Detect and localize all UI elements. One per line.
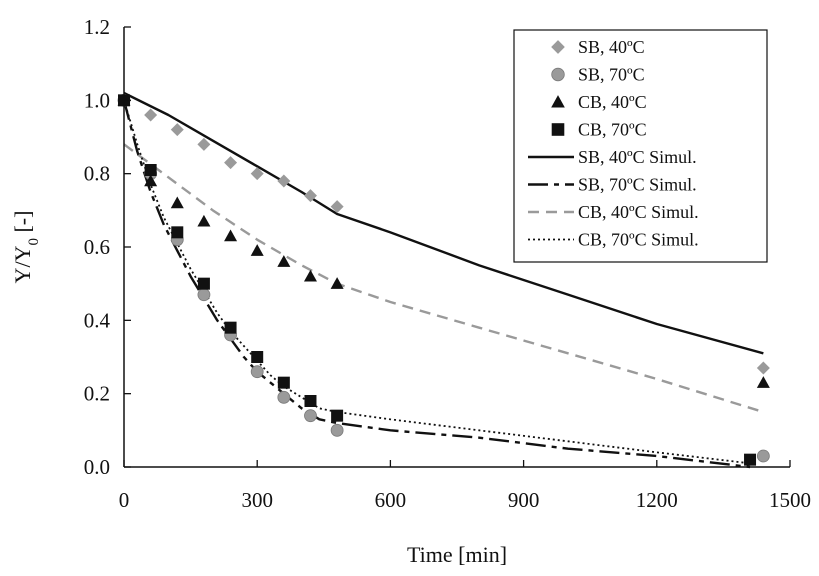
legend-label: CB, 40ºC Simul. xyxy=(578,202,699,222)
data-point-sb-40c xyxy=(250,167,264,181)
y-tick-label: 0.0 xyxy=(84,455,110,479)
data-point-sb-40c xyxy=(330,200,344,214)
data-point-cb-40c xyxy=(330,277,344,289)
data-point-sb-70c xyxy=(250,365,264,379)
legend-label: CB, 70ºC Simul. xyxy=(578,230,699,250)
plot-layer xyxy=(117,91,770,469)
legend-item-cb-40c: CB, 40ºC xyxy=(551,92,647,112)
data-point-sb-40c xyxy=(170,123,184,137)
data-point-cb-70c xyxy=(277,376,290,389)
data-point-sb-40c xyxy=(197,137,211,151)
axes-layer: 0.0 0.2 0.4 0.6 0.8 1.0 1.2 0 300 600 900 1200 1500 xyxy=(84,15,811,512)
data-point-sb-40c xyxy=(756,361,770,375)
x-tick-label: 600 xyxy=(375,488,407,512)
legend-label: SB, 40ºC Simul. xyxy=(578,147,697,167)
legend-label: CB, 40ºC xyxy=(578,92,647,112)
legend-marker xyxy=(551,95,565,108)
y-axis-title-subscript: 0 xyxy=(26,238,42,246)
legend-item-cb-40c-simul: CB, 40ºC Simul. xyxy=(528,202,699,222)
data-point-sb-70c xyxy=(277,390,291,404)
legend-label: CB, 70ºC xyxy=(578,120,647,140)
x-tick-label: 0 xyxy=(119,488,130,512)
legend-item-sb-70c: SB, 70ºC xyxy=(551,65,645,85)
data-point-cb-70c xyxy=(744,453,757,466)
legend-label: SB, 70ºC xyxy=(578,65,645,85)
data-point-cb-70c xyxy=(224,321,237,334)
data-point-sb-70c xyxy=(197,288,211,302)
data-point-cb-70c xyxy=(304,395,317,407)
legend-item-sb-40c: SB, 40ºC xyxy=(551,37,645,57)
data-point-cb-40c xyxy=(303,269,317,282)
data-point-sb-70c xyxy=(756,449,770,463)
legend-label: SB, 70ºC Simul. xyxy=(578,175,697,195)
legend-marker xyxy=(551,40,565,54)
legend-item-sb-70c-simul: SB, 70ºC Simul. xyxy=(528,175,697,195)
data-point-cb-40c xyxy=(756,376,770,388)
data-point-cb-40c xyxy=(197,214,211,227)
data-point-sb-40c xyxy=(144,108,158,122)
legend-item-cb-70c: CB, 70ºC xyxy=(551,120,647,140)
y-tick-label: 0.6 xyxy=(84,235,110,259)
data-point-cb-70c xyxy=(197,277,210,290)
y-axis-title: Y/Y0 [-] xyxy=(10,211,42,284)
x-tick-label: 1500 xyxy=(769,488,811,512)
y-tick-label: 0.2 xyxy=(84,382,110,406)
data-point-cb-40c xyxy=(224,229,238,242)
legend-marker xyxy=(551,67,565,82)
data-point-cb-40c xyxy=(277,255,291,267)
x-tick-label: 1200 xyxy=(636,488,678,512)
y-tick-label: 0.8 xyxy=(84,162,110,186)
data-point-sb-70c xyxy=(330,423,344,437)
data-point-sb-40c xyxy=(224,156,238,170)
data-point-sb-70c xyxy=(304,409,317,423)
legend-item-sb-40c-simul: SB, 40ºC Simul. xyxy=(528,147,697,167)
data-point-sb-40c xyxy=(303,189,317,203)
data-point-sb-40c xyxy=(277,174,291,188)
data-point-cb-40c xyxy=(250,244,264,256)
data-point-cb-70c xyxy=(331,409,344,422)
x-axis-title: Time [min] xyxy=(407,542,507,567)
y-tick-label: 0.4 xyxy=(84,308,111,332)
legend-item-cb-70c-simul: CB, 70ºC Simul. xyxy=(528,230,699,250)
data-point-cb-70c xyxy=(171,226,184,239)
data-point-cb-40c xyxy=(170,196,184,209)
series-line-sb-40c-simul xyxy=(123,91,764,355)
x-tick-label: 300 xyxy=(241,488,273,512)
legend: SB, 40ºC SB, 70ºC CB, 40ºC CB, 70ºC SB, 40ºC… xyxy=(513,29,768,263)
data-point-cb-40c xyxy=(144,174,158,187)
legend-marker xyxy=(551,123,565,136)
data-point-cb-70c xyxy=(144,164,157,176)
y-tick-label: 1.0 xyxy=(84,88,110,112)
y-axis-title-main: Y/Y xyxy=(10,245,35,283)
legend-label: SB, 40ºC xyxy=(578,37,645,57)
data-point-cb-70c xyxy=(251,351,264,363)
y-tick-label: 1.2 xyxy=(84,15,110,39)
x-tick-label: 900 xyxy=(508,488,540,512)
y-axis-title-suffix: [-] xyxy=(10,211,35,238)
